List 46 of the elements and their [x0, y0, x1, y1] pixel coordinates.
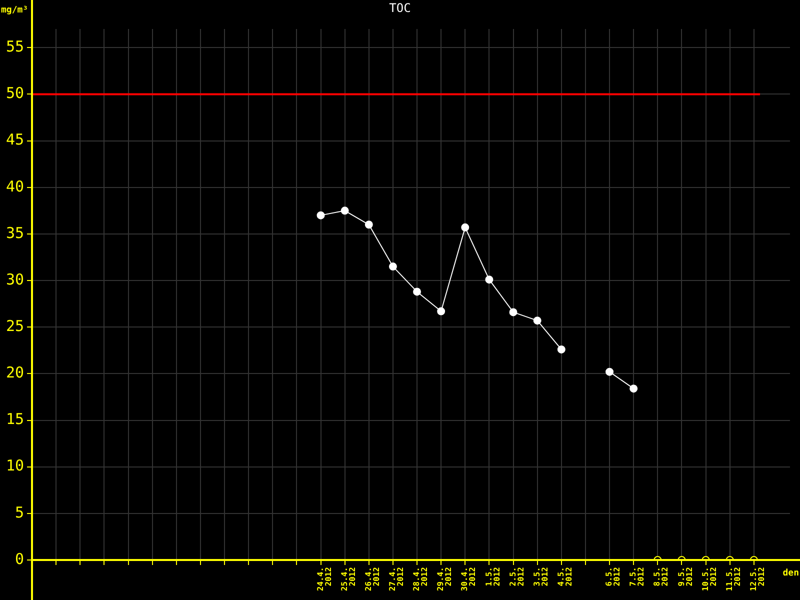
chart-title: TOC: [389, 1, 411, 16]
y-tick-label: 20: [6, 364, 24, 382]
point: [509, 308, 518, 316]
y-tick-label: 45: [6, 130, 24, 149]
x-tick-label: 9.5. 2012: [676, 566, 694, 586]
x-tick-label: 4.5. 2012: [556, 566, 574, 586]
point: [316, 211, 325, 220]
y-tick-label: 40: [6, 177, 24, 196]
x-tick-label: 3.5. 2012: [532, 566, 550, 586]
point: [557, 345, 566, 354]
x-axis-title: den: [782, 568, 799, 578]
point: [461, 223, 470, 232]
y-tick-label: 30: [6, 270, 24, 288]
point: [340, 206, 349, 215]
x-tick-label: 29.4. 2012: [436, 566, 454, 592]
y-tick-label: 10: [6, 456, 24, 475]
point: [437, 307, 446, 316]
y-tick-label: 35: [6, 224, 24, 242]
y-tick-label: 55: [6, 38, 24, 56]
point: [364, 220, 373, 229]
y-tick-label: 25: [6, 316, 24, 335]
x-tick-label: 8.5. 2012: [652, 566, 670, 586]
x-tick-label: 28.4. 2012: [412, 566, 430, 592]
x-tick-label: 24.4. 2012: [316, 566, 333, 592]
x-tick-label: 7.5. 2012: [628, 566, 646, 586]
x-tick-label: 25.4. 2012: [340, 566, 357, 592]
x-tick-label: 10.5. 2012: [700, 566, 718, 592]
x-tick-label: 27.4. 2012: [388, 566, 406, 592]
y-tick-label: 5: [14, 503, 24, 522]
point: [533, 316, 542, 325]
x-tick-label: 2.5. 2012: [508, 566, 526, 586]
point: [630, 384, 638, 393]
y-tick-label: 0: [14, 550, 24, 568]
y-tick-label: 15: [6, 410, 24, 428]
x-tick-label: 1.5. 2012: [484, 566, 502, 586]
x-tick-label: 26.4. 2012: [364, 566, 381, 592]
point: [388, 262, 397, 271]
x-tick-label: 12.5. 2012: [748, 566, 766, 592]
x-tick-label: 11.5. 2012: [724, 566, 742, 592]
y-axis-title: mg/m³: [1, 5, 28, 16]
point: [413, 288, 422, 296]
point: [485, 276, 494, 284]
x-tick-label: 30.4. 2012: [460, 566, 478, 592]
point: [606, 368, 614, 376]
x-tick-label: 6.5. 2012: [604, 566, 622, 586]
y-tick-label: 50: [6, 84, 24, 102]
